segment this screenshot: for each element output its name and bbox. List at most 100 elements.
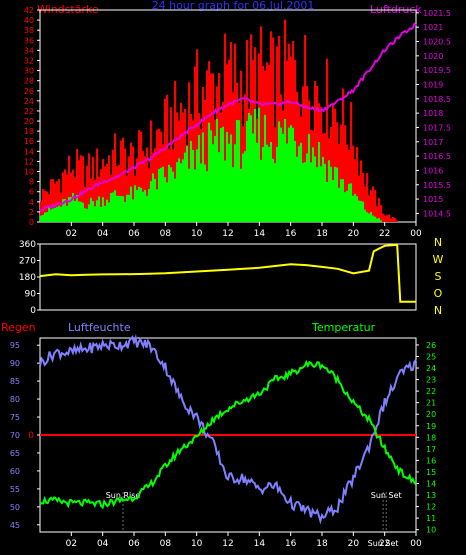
temperature-y-tick-label: 14 bbox=[426, 480, 436, 489]
wind-bar bbox=[366, 212, 369, 222]
wind-bar bbox=[360, 200, 363, 222]
chart3-x-tick-label: 12 bbox=[222, 539, 233, 549]
gust-bar bbox=[272, 37, 275, 223]
gust-bar bbox=[234, 43, 237, 223]
chart3-x-tick-label: 06 bbox=[128, 539, 140, 549]
wind-y-tick-label: 0 bbox=[29, 218, 34, 227]
chart3-x-tick-label: 08 bbox=[160, 539, 172, 549]
wind-bar bbox=[380, 220, 383, 222]
wind-bar bbox=[344, 192, 347, 222]
wind-bar bbox=[352, 195, 355, 222]
gust-bar bbox=[206, 70, 209, 222]
wind-bar bbox=[70, 196, 73, 222]
wind-bar bbox=[148, 188, 151, 222]
gust-bar bbox=[56, 181, 59, 222]
wind-bar bbox=[278, 121, 281, 222]
temperature-y-tick-label: 26 bbox=[426, 341, 436, 350]
gust-bar bbox=[218, 72, 221, 222]
wind-bar bbox=[164, 177, 167, 222]
wind-bar bbox=[60, 206, 63, 222]
gust-bar bbox=[338, 143, 341, 222]
chart1-x-tick-label: 18 bbox=[316, 229, 328, 239]
chart1-x-tick-label: 00 bbox=[410, 229, 422, 239]
gust-bar bbox=[364, 186, 367, 222]
wind-y-tick-label: 42 bbox=[24, 6, 34, 15]
wind-bar bbox=[176, 162, 179, 222]
wind-bar bbox=[322, 156, 325, 222]
wind-bar bbox=[324, 163, 327, 222]
gust-bar bbox=[54, 183, 57, 222]
wind-bar bbox=[50, 209, 53, 222]
wind-bar bbox=[154, 178, 157, 222]
wind-bar bbox=[298, 146, 301, 222]
chart3-x-tick-label: 16 bbox=[285, 539, 297, 549]
chart1-x-tick-label: 22 bbox=[379, 229, 390, 239]
wind-bar bbox=[238, 120, 241, 222]
wind-bar bbox=[264, 114, 267, 222]
temperature-y-tick-label: 11 bbox=[426, 514, 436, 523]
wind-bar bbox=[286, 143, 289, 222]
gust-bar bbox=[80, 155, 83, 222]
gust-bar bbox=[368, 195, 371, 222]
gust-bar bbox=[102, 159, 105, 222]
wind-bar bbox=[304, 162, 307, 222]
wind-bar bbox=[120, 196, 123, 222]
wind-bar bbox=[258, 107, 261, 222]
wind-bar bbox=[268, 146, 271, 222]
wind-y-tick-label: 24 bbox=[24, 97, 34, 106]
wind-bar bbox=[218, 152, 221, 222]
wind-bar bbox=[178, 158, 181, 222]
pressure-y-tick-label: 1019 bbox=[423, 80, 443, 89]
wind-bar bbox=[376, 218, 379, 222]
wind-bar bbox=[346, 190, 349, 222]
temperature-y-tick-label: 20 bbox=[426, 410, 436, 419]
wind-bar bbox=[248, 112, 251, 222]
wind-bar bbox=[262, 147, 265, 222]
wind-bar bbox=[314, 156, 317, 222]
humidity-y-tick-label: 80 bbox=[10, 395, 20, 404]
wind-bar bbox=[104, 205, 107, 222]
gust-bar bbox=[76, 149, 79, 222]
wind-bar bbox=[228, 143, 231, 222]
gust-bar bbox=[106, 163, 109, 222]
gust-bar bbox=[332, 102, 335, 222]
gust-bar bbox=[164, 98, 167, 222]
gust-bar bbox=[204, 100, 207, 222]
pressure-y-tick-label: 1015.5 bbox=[423, 181, 451, 190]
gust-bar bbox=[146, 147, 149, 222]
wind-bar bbox=[156, 189, 159, 222]
wind-bar bbox=[44, 212, 47, 222]
chart3-x-tick-label: 18 bbox=[316, 539, 328, 549]
pressure-y-tick-label: 1020 bbox=[423, 52, 443, 61]
gust-bar bbox=[394, 218, 397, 222]
wind-bar bbox=[308, 134, 311, 222]
gust-bar bbox=[268, 64, 271, 222]
wind-bar bbox=[356, 196, 359, 222]
wind-bar bbox=[350, 183, 353, 222]
wind-bar bbox=[42, 214, 45, 222]
compass-label: N bbox=[434, 236, 442, 249]
wind-y-tick-label: 10 bbox=[24, 168, 34, 177]
humidity-y-tick-label: 50 bbox=[10, 503, 20, 512]
gust-bar bbox=[58, 179, 61, 222]
wind-bar bbox=[244, 151, 247, 222]
wind-bar bbox=[254, 108, 257, 222]
wind-bar bbox=[110, 193, 113, 222]
gust-bar bbox=[396, 220, 399, 222]
gust-bar bbox=[390, 218, 393, 222]
gust-bar bbox=[302, 86, 305, 222]
chart3-x-tick-label: 20 bbox=[348, 539, 360, 549]
sun-set-axis-label: Sun Set bbox=[368, 539, 399, 548]
wind-bar bbox=[78, 201, 81, 222]
gust-bar bbox=[344, 125, 347, 222]
gust-bar bbox=[64, 169, 67, 222]
gust-bar bbox=[124, 148, 127, 222]
gust-bar bbox=[276, 46, 279, 223]
gust-bar bbox=[44, 190, 47, 222]
wind-bar bbox=[242, 153, 245, 222]
gust-bar bbox=[180, 102, 183, 222]
wind-bar bbox=[166, 182, 169, 222]
pressure-y-tick-label: 1021.5 bbox=[423, 9, 451, 18]
gust-bar bbox=[68, 155, 71, 222]
wind-bar bbox=[84, 208, 87, 222]
